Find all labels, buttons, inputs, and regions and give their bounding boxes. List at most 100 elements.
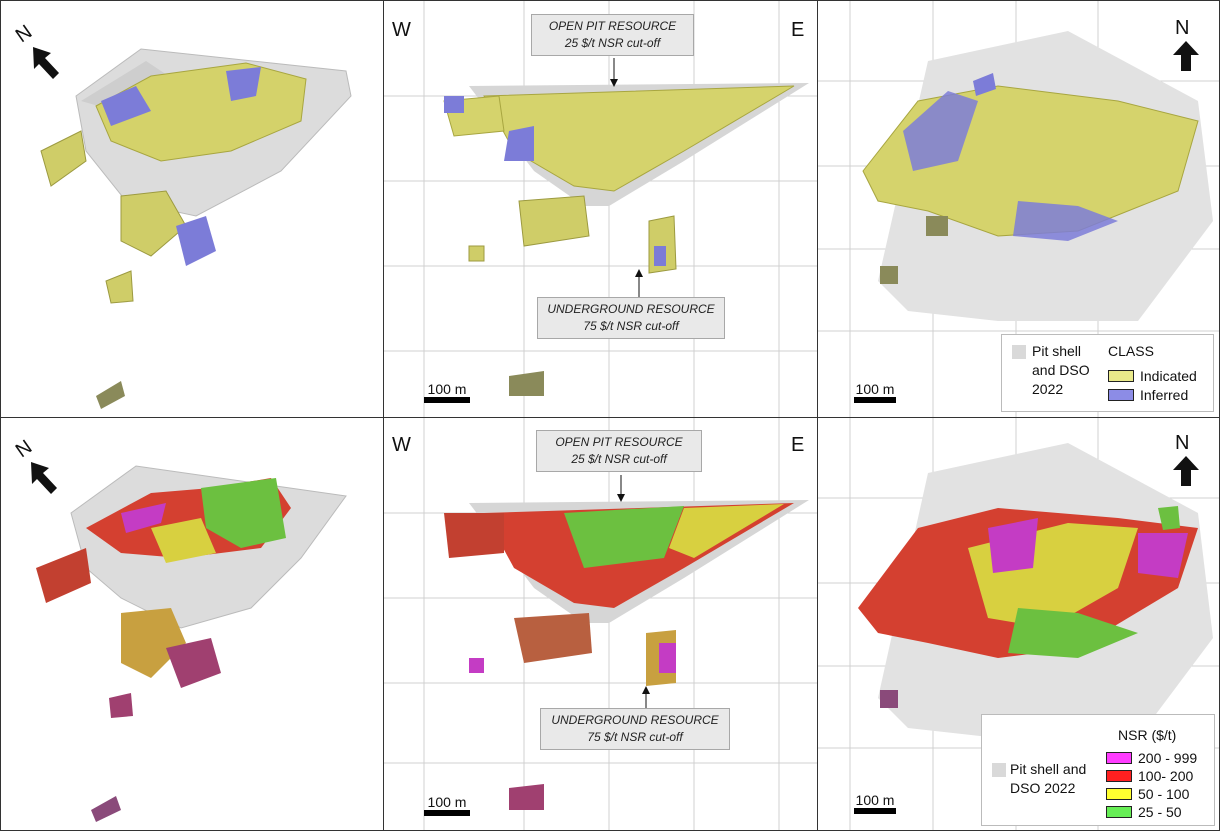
legend-item-inferred: Inferred xyxy=(1108,387,1188,403)
panel-top-left-3d-class: N xyxy=(0,0,384,418)
nsr-body-mid xyxy=(36,548,91,603)
inferred-body xyxy=(973,73,996,96)
swatch-nsr-50-100 xyxy=(1106,788,1132,800)
scale-label: 100 m xyxy=(855,792,895,808)
nsr-body-high xyxy=(988,518,1038,573)
legend-shell-label-2: and DSO xyxy=(1032,362,1090,378)
scale-bar-line xyxy=(424,810,470,816)
panel-top-right-plan-class: N 100 m Pit shell and DSO 2022 CLASS Ind… xyxy=(817,0,1220,418)
panel-bottom-left-3d-nsr: N xyxy=(0,417,384,831)
legend-shell-label-1: Pit shell and xyxy=(1010,761,1087,777)
panel-bottom-right-plan-nsr: N 100 m Pit shell and DSO 2022 NSR ($/t)… xyxy=(817,417,1220,831)
swatch-nsr-25-50 xyxy=(1106,806,1132,818)
deep-body xyxy=(91,796,121,822)
north-arrow-icon xyxy=(1173,456,1199,486)
legend-item-nsr-25-50: 25 - 50 xyxy=(1106,804,1182,820)
deep-body xyxy=(96,381,125,409)
deep-body xyxy=(880,690,898,708)
nsr-body-min xyxy=(1158,506,1180,530)
legend-title: NSR ($/t) xyxy=(1118,727,1177,743)
nsr-body-min xyxy=(564,506,684,568)
legend-label-nsr-200-999: 200 - 999 xyxy=(1138,750,1198,766)
scale-bar-line xyxy=(854,397,896,403)
panel-bottom-center-section-nsr: W E OPEN PIT RESOURCE 25 $/t NSR cut-off… xyxy=(383,417,818,831)
nsr-body-high xyxy=(1138,533,1188,578)
scale-bar: 100 m xyxy=(424,381,470,403)
legend-item-nsr-50-100: 50 - 100 xyxy=(1106,786,1189,802)
legend-item-nsr-200-999: 200 - 999 xyxy=(1106,750,1197,766)
inferred-body xyxy=(226,67,261,101)
nsr-body-mid xyxy=(514,613,592,663)
scale-bar-line xyxy=(854,808,896,814)
nsr-body-high xyxy=(121,503,166,533)
west-label: W xyxy=(392,19,411,41)
north-arrow-icon xyxy=(1173,41,1199,71)
panel-top-center-section-class: W E OPEN PIT RESOURCE 25 $/t NSR cut-off… xyxy=(383,0,818,418)
legend-nsr: Pit shell and DSO 2022 NSR ($/t) 200 - 9… xyxy=(981,714,1215,826)
nsr-body-min xyxy=(201,478,286,548)
east-label: E xyxy=(791,434,805,456)
nsr-body-high xyxy=(166,638,221,688)
nsr-body-low xyxy=(151,518,216,563)
arrow-underground-head xyxy=(642,686,650,694)
pit-3d-view-nsr xyxy=(36,465,347,822)
deep-body xyxy=(880,266,898,284)
legend-shell-label-3: 2022 xyxy=(1032,381,1064,397)
north-arrow-icon xyxy=(33,47,59,79)
arrow-open-pit-head xyxy=(617,494,625,502)
legend-label-indicated: Indicated xyxy=(1140,368,1197,384)
legend-title: CLASS xyxy=(1108,343,1154,359)
inferred-body xyxy=(176,216,216,266)
section-view-nsr xyxy=(384,418,817,830)
callout-open-pit: OPEN PIT RESOURCE 25 $/t NSR cut-off xyxy=(536,430,702,472)
west-label: W xyxy=(392,434,411,456)
indicated-body xyxy=(468,245,485,262)
callout-underground: UNDERGROUND RESOURCE 75 $/t NSR cut-off xyxy=(537,297,725,339)
legend-item-nsr-100-200: 100- 200 xyxy=(1106,768,1193,784)
inferred-body xyxy=(1013,201,1118,241)
legend-item-indicated: Indicated xyxy=(1108,368,1197,384)
indicated-body xyxy=(120,190,187,257)
legend-label-nsr-50-100: 50 - 100 xyxy=(1138,786,1190,802)
north-label: N xyxy=(1175,17,1190,39)
inferred-body xyxy=(504,126,534,161)
scale-bar-line xyxy=(424,397,470,403)
inferred-body xyxy=(101,86,151,126)
nsr-body-high xyxy=(469,658,484,673)
scale-label: 100 m xyxy=(427,794,467,810)
swatch-inferred xyxy=(1108,389,1134,401)
swatch-nsr-100-200 xyxy=(1106,770,1132,782)
nsr-body-low xyxy=(669,504,784,558)
legend-shell-label-1: Pit shell xyxy=(1032,343,1082,359)
scale-label: 100 m xyxy=(855,381,895,397)
east-label: E xyxy=(791,19,805,41)
nsr-body-high xyxy=(659,643,676,673)
legend-label-inferred: Inferred xyxy=(1140,387,1189,403)
callout-open-pit: OPEN PIT RESOURCE 25 $/t NSR cut-off xyxy=(531,14,694,56)
pit-3d-view-class xyxy=(40,48,352,409)
scale-bar: 100 m xyxy=(854,381,896,403)
north-label: N xyxy=(1175,432,1190,454)
indicated-body xyxy=(518,195,590,247)
legend-class: Pit shell and DSO 2022 CLASS Indicated I… xyxy=(1001,334,1214,412)
nsr-body-high xyxy=(109,693,133,718)
legend-label-nsr-25-50: 25 - 50 xyxy=(1138,804,1182,820)
section-view-class xyxy=(384,1,817,417)
scale-label: 100 m xyxy=(427,381,467,397)
deep-body xyxy=(926,216,948,236)
arrow-underground-head xyxy=(635,269,643,277)
deep-body xyxy=(509,784,544,810)
swatch-nsr-200-999 xyxy=(1106,752,1132,764)
indicated-body xyxy=(40,130,87,187)
nsr-body-mid xyxy=(444,513,504,558)
plan-view-class xyxy=(818,1,1219,417)
nsr-body-low xyxy=(121,608,186,678)
callout-underground: UNDERGROUND RESOURCE 75 $/t NSR cut-off xyxy=(540,708,730,750)
inferred-body xyxy=(654,246,666,266)
deep-body xyxy=(509,371,544,396)
inferred-body xyxy=(903,91,978,171)
scale-bar: 100 m xyxy=(424,794,470,816)
indicated-body xyxy=(105,270,134,304)
legend-shell-swatch xyxy=(992,763,1012,777)
scale-bar: 100 m xyxy=(854,792,896,814)
